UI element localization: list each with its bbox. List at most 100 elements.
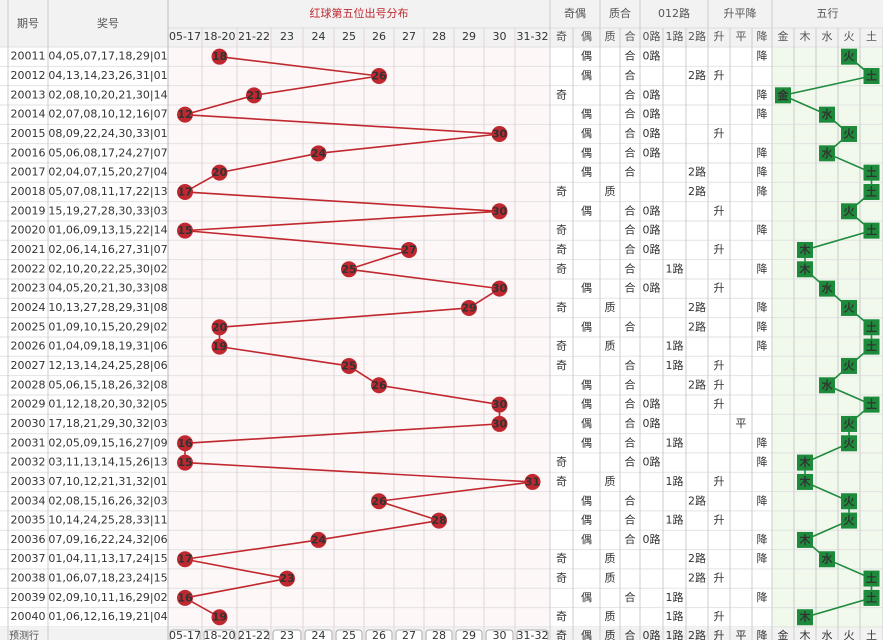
cell-bg [573, 434, 600, 453]
column-header: 平 [736, 30, 747, 43]
element: 土 [866, 223, 877, 237]
cell-bg [752, 105, 772, 124]
fifth-value: 26 [371, 379, 387, 392]
bin-label: 24 [312, 30, 326, 43]
numbers: 04,05,20,21,30,33|08 [48, 282, 167, 295]
prime: 合 [625, 165, 636, 179]
cell-bg [686, 569, 708, 588]
route: 1路 [666, 610, 684, 623]
cell-bg [640, 124, 663, 144]
cell-bg [640, 105, 663, 124]
route: 0路 [643, 417, 661, 430]
parity: 偶 [581, 514, 592, 527]
bin-label: 21-22 [238, 30, 270, 43]
numbers: 10,13,27,28,29,31|08 [48, 301, 167, 314]
fifth-value: 21 [246, 89, 261, 102]
element-box [841, 435, 857, 452]
column-header: 水 [822, 30, 833, 43]
parity: 偶 [581, 417, 592, 430]
cell-bg [620, 202, 640, 221]
element-box [841, 299, 857, 316]
element-box [841, 357, 857, 374]
cell-bg [573, 124, 600, 144]
numbers: 17,18,21,29,30,32|03 [48, 417, 167, 430]
fifth-value: 30 [492, 417, 508, 430]
fifth-ball [177, 454, 193, 471]
fifth-line [182, 55, 533, 618]
fifth-ball [461, 299, 477, 316]
period: 20018 [11, 185, 46, 198]
group-header: 五行 [817, 7, 839, 20]
trend: 降 [757, 165, 768, 179]
numbers: 01,06,12,16,19,21|04 [48, 610, 167, 623]
prime: 合 [625, 416, 636, 430]
cell-bg [640, 86, 663, 105]
trend: 降 [757, 107, 768, 121]
prime: 质 [605, 340, 616, 353]
element: 土 [866, 165, 877, 179]
period: 20013 [11, 88, 46, 101]
footer-box [516, 629, 549, 640]
cell-bg [550, 453, 573, 472]
parity: 偶 [581, 166, 592, 179]
cell-bg [620, 434, 640, 453]
route: 0路 [643, 108, 661, 121]
fifth-value: 19 [212, 611, 227, 624]
route: 1路 [666, 262, 684, 275]
cell-bg [620, 414, 640, 434]
group-header: 012路 [658, 7, 690, 20]
footer-column-label: 奇 [556, 629, 567, 640]
fifth-value: 23 [279, 572, 294, 585]
footer-column-label: 合 [625, 628, 636, 640]
period: 20040 [11, 610, 46, 623]
trend: 升 [714, 398, 725, 411]
cell-bg [600, 182, 620, 202]
period: 20024 [11, 301, 46, 314]
cell-bg [573, 376, 600, 395]
cell-bg [600, 569, 620, 588]
trend: 降 [757, 261, 768, 275]
prime: 合 [625, 107, 636, 121]
footer-column-label: 土 [866, 629, 877, 640]
period: 20016 [11, 146, 46, 159]
cell-bg [686, 66, 708, 86]
element-box [863, 570, 880, 587]
footer-box [238, 629, 270, 640]
numbers: 02,08,10,20,21,30|14 [48, 88, 167, 101]
fifth-value: 17 [177, 185, 192, 198]
cell-bg [573, 144, 600, 163]
fifth-value: 31 [525, 475, 540, 488]
column-header: 0路 [643, 30, 661, 43]
cell-bg [620, 356, 640, 376]
prime: 合 [625, 126, 636, 140]
element: 木 [799, 262, 812, 276]
trend: 升 [714, 69, 725, 82]
route: 1路 [666, 514, 684, 527]
prime: 合 [625, 513, 636, 527]
parity: 偶 [581, 436, 592, 449]
element-box [797, 531, 813, 548]
period: 20020 [11, 224, 46, 237]
footer-box [304, 629, 333, 640]
numbers: 10,14,24,25,28,33|11 [48, 514, 167, 527]
footer-column-label: 0路 [643, 629, 661, 640]
trend: 降 [757, 145, 768, 159]
cell-bg [708, 395, 730, 414]
route: 2路 [688, 301, 706, 314]
route: 0路 [643, 88, 661, 101]
footer-box [272, 629, 302, 640]
trend: 降 [757, 319, 768, 333]
period: 20033 [11, 475, 46, 488]
footer-bin-label: 27 [402, 629, 416, 640]
fifth-ball [371, 377, 387, 394]
route: 2路 [688, 572, 706, 585]
cell-bg [708, 608, 730, 627]
fifth-value: 30 [492, 127, 508, 140]
element-box [863, 164, 880, 181]
parity: 偶 [581, 50, 592, 63]
route: 0路 [643, 127, 661, 140]
cell-bg [550, 550, 573, 569]
fifth-ball [310, 145, 327, 162]
period: 20012 [11, 69, 46, 82]
route: 0路 [643, 456, 661, 469]
